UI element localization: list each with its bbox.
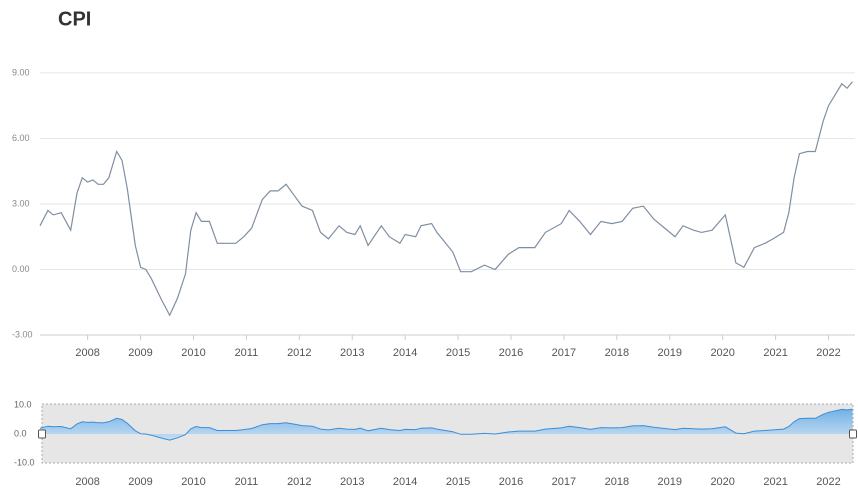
navigator-x-label: 2009: [128, 476, 152, 488]
navigator-x-label: 2018: [605, 476, 629, 488]
chart-title: CPI: [58, 8, 91, 30]
x-tick-label: 2019: [658, 347, 682, 359]
x-tick-label: 2012: [287, 347, 311, 359]
x-tick-label: 2009: [128, 347, 152, 359]
navigator-area: [40, 409, 853, 441]
navigator-x-label: 2019: [658, 476, 682, 488]
navigator-x-label: 2015: [446, 476, 470, 488]
y-tick-label: 9.00: [12, 67, 30, 77]
navigator-handle[interactable]: [38, 429, 46, 439]
navigator-handle[interactable]: [849, 429, 857, 439]
x-tick-label: 2016: [499, 347, 523, 359]
navigator-x-label: 2014: [393, 476, 417, 488]
navigator-x-label: 2022: [816, 476, 840, 488]
navigator-y-label: -10.0: [14, 457, 35, 467]
navigator-x-label: 2012: [287, 476, 311, 488]
x-tick-label: 2014: [393, 347, 417, 359]
navigator-x-label: 2013: [340, 476, 364, 488]
navigator-y-label: 0.0: [14, 428, 27, 438]
x-tick-label: 2018: [605, 347, 629, 359]
y-tick-label: 3.00: [12, 198, 30, 208]
x-tick-label: 2008: [75, 347, 99, 359]
navigator-line: [39, 408, 853, 441]
x-tick-label: 2015: [446, 347, 470, 359]
x-tick-label: 2017: [552, 347, 576, 359]
x-tick-label: 2013: [340, 347, 364, 359]
x-tick-label: 2022: [816, 347, 840, 359]
y-tick-label: -3.00: [12, 329, 33, 339]
x-tick-label: 2021: [763, 347, 787, 359]
cpi-line: [39, 81, 853, 317]
navigator-x-label: 2020: [710, 476, 734, 488]
y-tick-label: 0.00: [12, 264, 30, 274]
navigator-x-label: 2008: [75, 476, 99, 488]
x-tick-label: 2010: [181, 347, 205, 359]
x-tick-label: 2020: [710, 347, 734, 359]
navigator-x-label: 2021: [763, 476, 787, 488]
navigator-x-label: 2016: [499, 476, 523, 488]
navigator-x-label: 2010: [181, 476, 205, 488]
x-tick-label: 2011: [235, 347, 259, 359]
navigator-x-label: 2011: [235, 476, 259, 488]
navigator-x-label: 2017: [552, 476, 576, 488]
navigator-y-label: 10.0: [14, 399, 32, 409]
y-tick-label: 6.00: [12, 133, 30, 143]
